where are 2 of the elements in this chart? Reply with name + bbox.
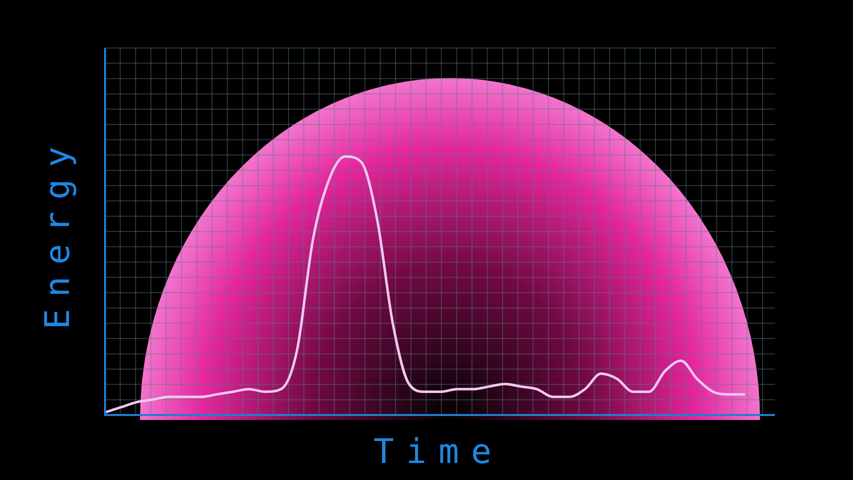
y-axis-title: Energy	[38, 134, 78, 330]
x-axis-title: Time	[372, 432, 504, 472]
